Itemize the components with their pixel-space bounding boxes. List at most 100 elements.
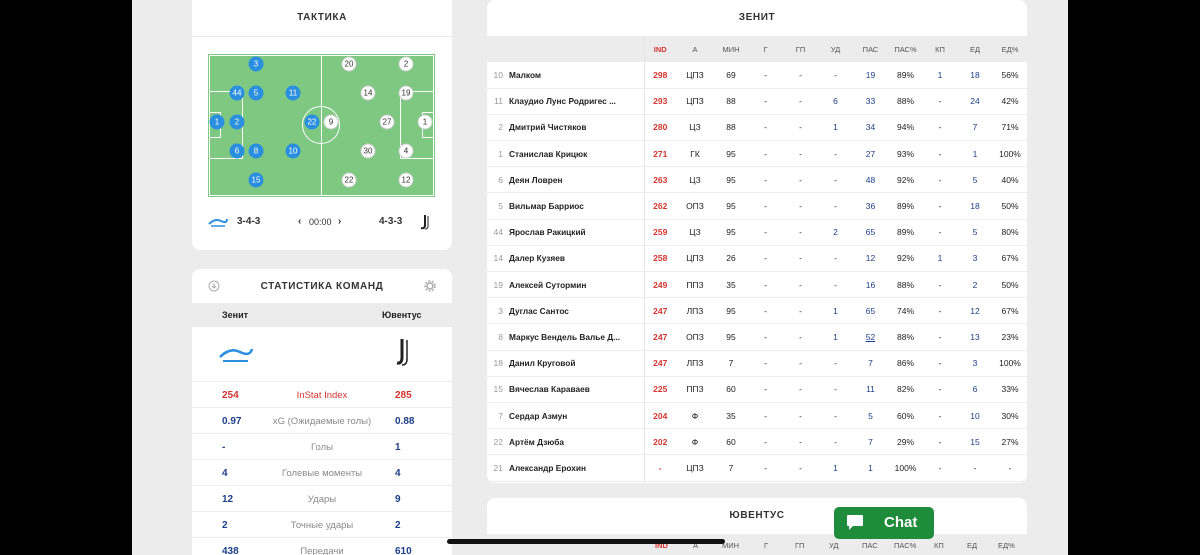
player-dot-home[interactable]: 5: [248, 85, 264, 101]
player-name[interactable]: Сердар Азмун: [509, 402, 645, 430]
player-dot-home[interactable]: 15: [248, 172, 264, 188]
table-row[interactable]: 44 Ярослав Ракицкий 259 ЦЗ 95- -2 65 89% -5 80%: [487, 219, 1027, 246]
column-header[interactable]: ЕД%: [993, 36, 1027, 62]
table-row[interactable]: 18 Данил Круговой 247 ЛПЗ 7- - -7 86% -3 100%: [487, 350, 1027, 377]
player-dot-away[interactable]: 2: [398, 56, 414, 72]
column-header[interactable]: ГП: [783, 36, 818, 62]
player-number: 1: [487, 140, 509, 168]
player-dot-away[interactable]: 12: [398, 172, 414, 188]
column-header[interactable]: КП: [923, 36, 957, 62]
table-row[interactable]: 7 Сердар Азмун 204 Ф 35- - -5 60% -10 30%: [487, 402, 1027, 430]
column-header[interactable]: А: [676, 36, 714, 62]
column-header[interactable]: IND: [655, 541, 668, 550]
column-header[interactable]: Г: [764, 541, 769, 550]
stat-cell: -: [644, 454, 676, 482]
player-dot-home[interactable]: 10: [285, 143, 301, 159]
player-name[interactable]: Клаудио Лунс Родригес ...: [509, 88, 645, 115]
player-dot-away[interactable]: 27: [379, 114, 395, 130]
player-name[interactable]: Далер Кузяев: [509, 245, 645, 273]
column-header[interactable]: УД: [829, 541, 839, 550]
stat-cell: 88%: [888, 323, 923, 351]
download-icon[interactable]: [208, 280, 220, 292]
player-name[interactable]: Александр Ерохин: [509, 454, 645, 482]
table-row[interactable]: 22 Артём Дзюба 202 Ф 60- - -7 29% -15 27%: [487, 428, 1027, 456]
stat-cell: -: [748, 192, 783, 220]
player-dot-away[interactable]: 4: [398, 143, 414, 159]
stat-cell: 88: [714, 88, 748, 115]
player-dot-home[interactable]: 6: [229, 143, 245, 159]
column-header[interactable]: ЕД%: [998, 541, 1015, 550]
player-dot-away[interactable]: 1: [417, 114, 433, 130]
stat-cell: 1: [923, 62, 957, 89]
player-name[interactable]: Маркус Вендель Валье Д...: [509, 323, 645, 351]
table-row[interactable]: 2 Дмитрий Чистяков 280 ЦЗ 88- -1 34 94% -7 71%: [487, 114, 1027, 142]
player-dot-away[interactable]: 20: [341, 56, 357, 72]
player-dot-away[interactable]: 14: [360, 85, 376, 101]
column-header[interactable]: МИН: [714, 36, 748, 62]
table-row[interactable]: 1 Станислав Крицюк 271 ГК 95- - -27 93% -1 100%: [487, 140, 1027, 168]
time-next-icon[interactable]: ›: [338, 216, 342, 227]
player-dot-away[interactable]: 19: [398, 85, 414, 101]
table-row[interactable]: 15 Вячеслав Караваев 225 ППЗ 60- - -11 82% -6 33%: [487, 376, 1027, 403]
table-row[interactable]: 3 Дуглас Сантос 247 ЛПЗ 95- -1 65 74% -12 67%: [487, 297, 1027, 325]
table-row[interactable]: 5 Вильмар Барриос 262 ОПЗ 95- - -36 89% -18 50%: [487, 192, 1027, 220]
column-header[interactable]: Г: [748, 36, 783, 62]
stat-cell: 100%: [993, 350, 1027, 377]
chat-label: Chat: [884, 514, 918, 531]
table-row[interactable]: 14 Далер Кузяев 258 ЦПЗ 26- - -12 92% 1 3 67%: [487, 245, 1027, 273]
settings-gear-icon[interactable]: [424, 280, 436, 292]
player-dot-home[interactable]: 3: [248, 56, 264, 72]
table-row[interactable]: 10 Малком 298 ЦПЗ 69- - -19 89% 1 18 56%: [487, 62, 1027, 89]
player-name[interactable]: Вильмар Барриос: [509, 192, 645, 220]
stat-cell: 26: [714, 245, 748, 273]
stat-cell: 1: [818, 297, 853, 325]
column-header[interactable]: ПАС%: [894, 541, 917, 550]
player-name[interactable]: Деян Ловрен: [509, 166, 645, 194]
player-name[interactable]: Вячеслав Караваев: [509, 376, 645, 403]
time-prev-icon[interactable]: ‹: [298, 216, 302, 227]
player-name[interactable]: Артём Дзюба: [509, 428, 645, 456]
column-header[interactable]: КП: [934, 541, 944, 550]
player-dot-away[interactable]: 30: [360, 143, 376, 159]
player-name[interactable]: Дмитрий Чистяков: [509, 114, 645, 142]
player-name[interactable]: Малком: [509, 62, 645, 89]
column-header[interactable]: ЕД: [957, 36, 993, 62]
stat-cell: 35: [714, 271, 748, 299]
player-dot-away[interactable]: 9: [323, 114, 339, 130]
table-row[interactable]: 11 Клаудио Лунс Родригес ... 293 ЦПЗ 88- -6 33…: [487, 88, 1027, 115]
column-header[interactable]: МИН: [722, 541, 740, 550]
player-name[interactable]: Данил Круговой: [509, 350, 645, 377]
column-header[interactable]: УД: [818, 36, 853, 62]
stat-cell: -: [748, 271, 783, 299]
table-row[interactable]: 21 Александр Ерохин - ЦПЗ 7- -1 1 100% - - -: [487, 454, 1027, 482]
stat-cell: 89%: [888, 219, 923, 246]
player-dot-home[interactable]: 22: [304, 114, 320, 130]
column-header[interactable]: ПАС: [862, 541, 878, 550]
stat-cell: 13: [957, 323, 993, 351]
table-row[interactable]: 8 Маркус Вендель Валье Д... 247 ОПЗ 95- -1 52 8…: [487, 323, 1027, 351]
player-name[interactable]: Ярослав Ракицкий: [509, 219, 645, 246]
chat-button[interactable]: Chat: [834, 507, 934, 539]
player-dot-home[interactable]: 11: [285, 85, 301, 101]
table-row[interactable]: 6 Деян Ловрен 263 ЦЗ 95- - -48 92% -5 40%: [487, 166, 1027, 194]
player-name[interactable]: Алексей Сутормин: [509, 271, 645, 299]
home-indicator[interactable]: [447, 539, 725, 544]
column-header[interactable]: ЕД: [967, 541, 978, 550]
column-header[interactable]: ПАС: [853, 36, 888, 62]
stat-cell: 30%: [993, 402, 1027, 430]
player-dot-home[interactable]: 44: [229, 85, 245, 101]
player-number: 2: [487, 114, 509, 142]
player-dot-home[interactable]: 8: [248, 143, 264, 159]
column-header[interactable]: А: [693, 541, 699, 550]
player-dot-home[interactable]: 1: [209, 114, 225, 130]
column-header[interactable]: ПАС%: [888, 36, 923, 62]
table-row[interactable]: 19 Алексей Сутормин 249 ППЗ 35- - -16 88% -2 50%: [487, 271, 1027, 299]
player-dot-away[interactable]: 22: [341, 172, 357, 188]
column-header[interactable]: ГП: [795, 541, 805, 550]
column-header[interactable]: IND: [644, 36, 676, 62]
player-name[interactable]: Станислав Крицюк: [509, 140, 645, 168]
player-dot-home[interactable]: 2: [229, 114, 245, 130]
stat-cell: 10: [957, 402, 993, 430]
player-name[interactable]: Дуглас Сантос: [509, 297, 645, 325]
stat-cell: -: [748, 245, 783, 273]
